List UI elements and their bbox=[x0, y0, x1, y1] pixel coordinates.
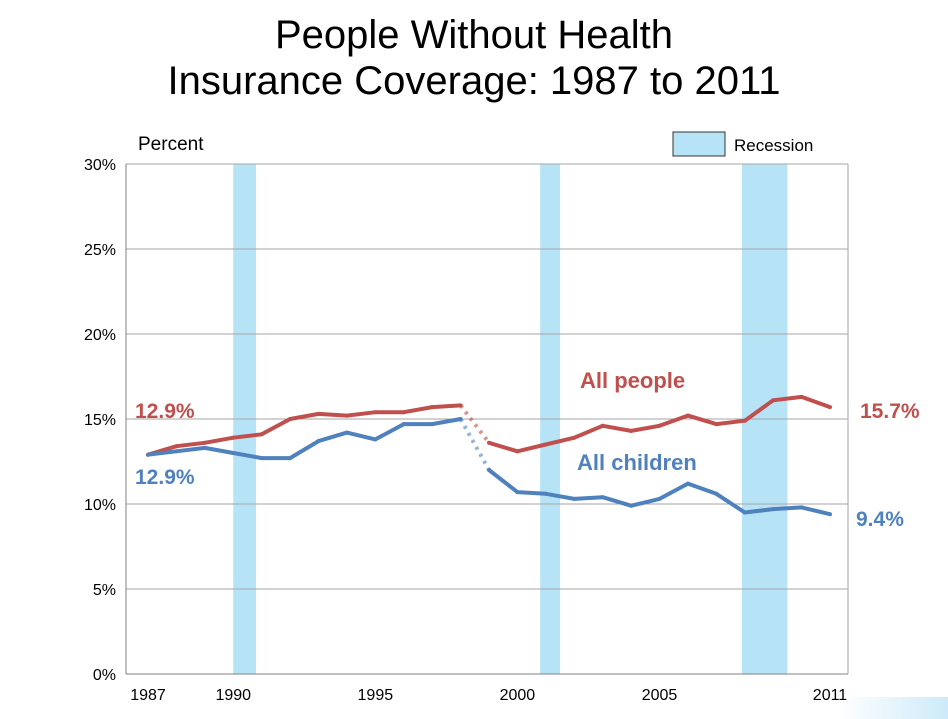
all-children-point bbox=[401, 422, 406, 427]
all-children-point bbox=[202, 445, 207, 450]
chart-title: People Without Health Insurance Coverage… bbox=[0, 12, 948, 104]
all-children-point bbox=[828, 512, 832, 517]
x-tick-label: 1987 bbox=[130, 687, 166, 704]
all-children-point bbox=[799, 505, 804, 510]
all-people-point bbox=[259, 432, 264, 437]
all-people-point bbox=[742, 418, 747, 423]
all-people-point bbox=[714, 422, 719, 427]
all-people-point bbox=[828, 405, 832, 410]
title-line-2: Insurance Coverage: 1987 to 2011 bbox=[167, 59, 781, 103]
all-people-point bbox=[629, 428, 634, 433]
y-axis-label: Percent bbox=[138, 134, 204, 155]
title-line-1: People Without Health bbox=[274, 13, 673, 57]
all-people-point bbox=[316, 411, 321, 416]
x-tick-label: 2005 bbox=[642, 687, 678, 704]
y-tick-label: 10% bbox=[84, 497, 116, 514]
plot-area: 0% 5% 10% 15% 20% 25% 30% 1987 1990 1995 2000 2005 2… bbox=[84, 131, 920, 704]
all-people-point bbox=[458, 403, 463, 408]
all-children-point bbox=[373, 437, 378, 442]
all-people-point bbox=[543, 442, 548, 447]
all-children-point bbox=[344, 430, 349, 435]
all-children-point bbox=[231, 451, 236, 455]
all-people-point bbox=[515, 449, 520, 454]
y-tick-label: 30% bbox=[84, 157, 116, 174]
all-people-point bbox=[344, 413, 349, 418]
y-tick-label: 15% bbox=[84, 412, 116, 429]
all-children-point bbox=[572, 496, 577, 501]
all-children-point bbox=[430, 422, 435, 427]
all-children-end-label: 9.4% bbox=[856, 508, 904, 531]
all-children-point bbox=[316, 439, 321, 444]
y-tick-label: 0% bbox=[93, 667, 116, 684]
all-children-point bbox=[600, 495, 605, 500]
all-people-point bbox=[430, 405, 435, 410]
all-people-point bbox=[401, 410, 406, 415]
all-children-point bbox=[742, 510, 747, 515]
all-people-point bbox=[288, 417, 293, 421]
all-children-point bbox=[174, 449, 179, 454]
all-people-point bbox=[771, 398, 776, 403]
all-people-series-label: All people bbox=[580, 368, 685, 393]
all-people-end-label: 15.7% bbox=[860, 400, 920, 423]
y-tick-label: 25% bbox=[84, 242, 116, 259]
all-people-point bbox=[685, 413, 690, 418]
all-children-point bbox=[146, 452, 150, 457]
all-children-point bbox=[714, 491, 719, 496]
y-tick-label: 5% bbox=[93, 582, 116, 599]
all-children-line-before-break bbox=[147, 417, 461, 461]
all-children-series-label: All children bbox=[577, 450, 697, 475]
all-people-line-before-break bbox=[147, 403, 461, 457]
all-people-point bbox=[600, 423, 605, 428]
legend-label: Recession bbox=[734, 136, 813, 155]
decorative-swoosh bbox=[838, 697, 948, 719]
all-children-point bbox=[515, 490, 520, 495]
legend-swatch bbox=[672, 131, 726, 157]
all-people-point bbox=[572, 435, 577, 440]
all-children-point bbox=[487, 468, 491, 472]
all-people-point bbox=[174, 444, 179, 449]
all-people-point bbox=[487, 440, 491, 445]
x-tick-label: 1990 bbox=[215, 687, 251, 704]
y-tick-label: 20% bbox=[84, 327, 116, 344]
all-people-point bbox=[799, 394, 804, 399]
all-children-point bbox=[629, 503, 634, 508]
x-tick-label: 2000 bbox=[500, 687, 536, 704]
all-children-point bbox=[543, 491, 548, 496]
x-tick-label: 1995 bbox=[358, 687, 394, 704]
all-children-point bbox=[458, 417, 463, 421]
all-children-start-label: 12.9% bbox=[135, 466, 195, 489]
all-people-break-connector bbox=[459, 404, 491, 445]
all-children-break-connector bbox=[458, 418, 491, 471]
all-people-point bbox=[231, 435, 236, 440]
all-children-point bbox=[288, 456, 293, 461]
all-children-point bbox=[771, 507, 776, 512]
all-people-point bbox=[373, 410, 378, 415]
x-tick-label: 2011 bbox=[813, 687, 848, 704]
all-people-point bbox=[657, 423, 662, 428]
all-people-point bbox=[202, 440, 207, 445]
all-children-point bbox=[657, 496, 662, 501]
all-children-point bbox=[685, 481, 690, 486]
all-children-point bbox=[259, 456, 264, 461]
all-people-start-label: 12.9% bbox=[135, 400, 195, 423]
